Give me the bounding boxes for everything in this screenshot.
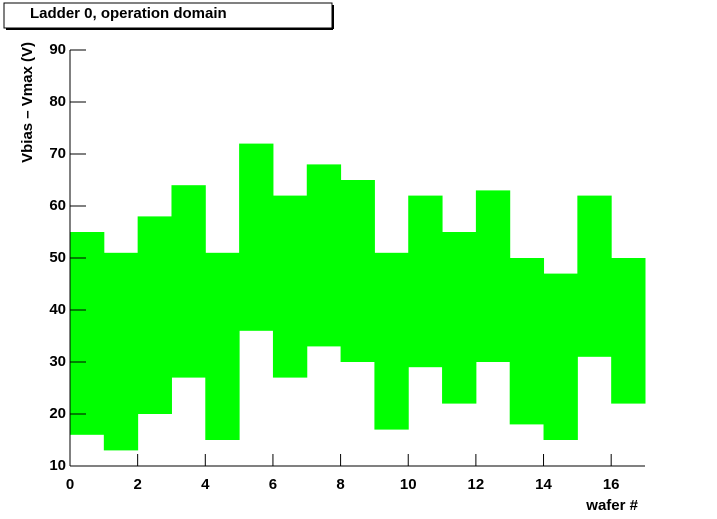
range-bar xyxy=(171,185,206,378)
range-bar xyxy=(408,195,443,368)
range-bar xyxy=(272,195,308,378)
x-tick-label: 4 xyxy=(201,476,210,493)
x-tick-label: 0 xyxy=(66,476,74,493)
range-bar xyxy=(205,252,240,440)
range-bar xyxy=(509,258,545,425)
x-tick-label: 10 xyxy=(400,476,417,493)
range-bar xyxy=(103,252,139,451)
x-tick-label: 16 xyxy=(603,476,620,493)
y-tick-label: 70 xyxy=(49,145,66,162)
y-tick-label: 20 xyxy=(49,405,66,422)
chart-title: Ladder 0, operation domain xyxy=(30,5,227,22)
x-tick-label: 2 xyxy=(133,476,141,493)
range-bar xyxy=(306,164,342,347)
x-tick-label: 14 xyxy=(535,476,552,493)
x-tick-label: 12 xyxy=(468,476,485,493)
range-bar xyxy=(442,232,477,404)
range-bar xyxy=(543,273,578,440)
y-tick-label: 60 xyxy=(49,197,66,214)
y-tick-label: 80 xyxy=(49,93,66,110)
range-bar xyxy=(611,258,646,404)
y-tick-label: 10 xyxy=(49,457,66,474)
y-tick-label: 30 xyxy=(49,353,66,370)
title-box xyxy=(3,2,333,29)
y-axis-label: Vbias – Vmax (V) xyxy=(19,42,36,163)
range-bar xyxy=(475,190,511,362)
x-tick-label: 8 xyxy=(336,476,344,493)
y-tick-label: 40 xyxy=(49,301,66,318)
range-bar xyxy=(137,216,172,414)
range-bar xyxy=(70,232,105,435)
y-tick-label: 90 xyxy=(49,41,66,58)
y-tick-label: 50 xyxy=(49,249,66,266)
x-axis-label: wafer # xyxy=(585,497,638,514)
range-bar xyxy=(374,252,409,430)
range-bar xyxy=(340,180,375,362)
range-bar xyxy=(239,143,274,331)
x-tick-label: 6 xyxy=(269,476,277,493)
range-bar xyxy=(577,195,612,357)
